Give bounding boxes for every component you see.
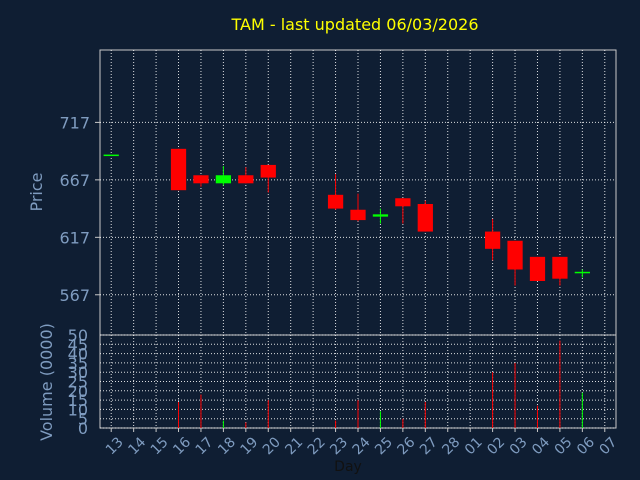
x-tick-label: 22 [305, 434, 329, 458]
x-tick-label: 16 [170, 434, 194, 458]
volume-tick-label: 15 [68, 391, 88, 410]
candle-body [507, 240, 523, 270]
volume-tick-label: 30 [68, 363, 88, 382]
candle-body [484, 231, 501, 249]
candle-body [238, 175, 254, 184]
volume-tick-label: 45 [68, 335, 88, 354]
x-tick-label: 28 [439, 434, 463, 458]
price-tick-label: 567 [59, 286, 90, 305]
x-tick-label: 07 [596, 434, 620, 458]
candle-body [170, 148, 187, 191]
candle-body [327, 194, 344, 209]
candle-body [215, 175, 232, 184]
volume-tick-label: 25 [68, 373, 88, 392]
candle-body [552, 256, 568, 279]
candle-body [193, 175, 209, 184]
price-tick-label: 717 [59, 113, 90, 132]
price-tick-label: 667 [59, 171, 90, 190]
x-tick-label: 04 [529, 434, 553, 458]
candle-body [260, 164, 276, 178]
x-tick-label: 14 [125, 434, 149, 458]
x-tick-label: 26 [395, 434, 419, 458]
volume-tick-label: 5 [78, 410, 88, 429]
x-tick-label: 02 [484, 434, 508, 458]
volume-tick-label: 40 [68, 345, 88, 364]
volume-tick-label: 50 [68, 326, 88, 345]
x-tick-label: 18 [215, 434, 239, 458]
x-tick-label: 15 [148, 434, 172, 458]
candle-body [574, 271, 590, 274]
candle-body [395, 198, 411, 207]
x-axis: 1314151617181920212223242526272801020304… [103, 428, 620, 458]
volume-tick-label: 10 [68, 400, 88, 419]
candle-body [529, 256, 546, 281]
volume-tick-label: 20 [68, 382, 88, 401]
volume-tick-label: 0 [78, 419, 88, 438]
x-tick-label: 17 [193, 434, 217, 458]
x-tick-label: 03 [507, 434, 531, 458]
price-tick-label: 617 [59, 228, 90, 247]
volume-axis-label: Volume (0000) [37, 323, 56, 441]
candle-body [372, 214, 389, 217]
x-tick-label: 25 [372, 434, 396, 458]
x-tick-label: 21 [282, 434, 306, 458]
x-axis-label: Day [334, 459, 362, 475]
volume-tick-label: 35 [68, 354, 88, 373]
x-tick-label: 27 [417, 434, 441, 458]
price-axis-label: Price [27, 172, 46, 211]
x-tick-label: 05 [552, 434, 576, 458]
price-panel: 567 617 667 717 [59, 49, 617, 336]
x-tick-label: 23 [327, 434, 351, 458]
candle-body [103, 154, 119, 157]
candle-body [417, 203, 433, 232]
x-tick-label: 13 [103, 434, 127, 458]
x-tick-label: 06 [574, 434, 598, 458]
x-tick-label: 01 [462, 434, 486, 458]
x-tick-label: 24 [350, 434, 374, 458]
candle-body [350, 209, 366, 221]
x-tick-label: 20 [260, 434, 284, 458]
x-tick-label: 19 [238, 434, 262, 458]
chart-title: TAM - last updated 06/03/2026 [230, 15, 478, 34]
